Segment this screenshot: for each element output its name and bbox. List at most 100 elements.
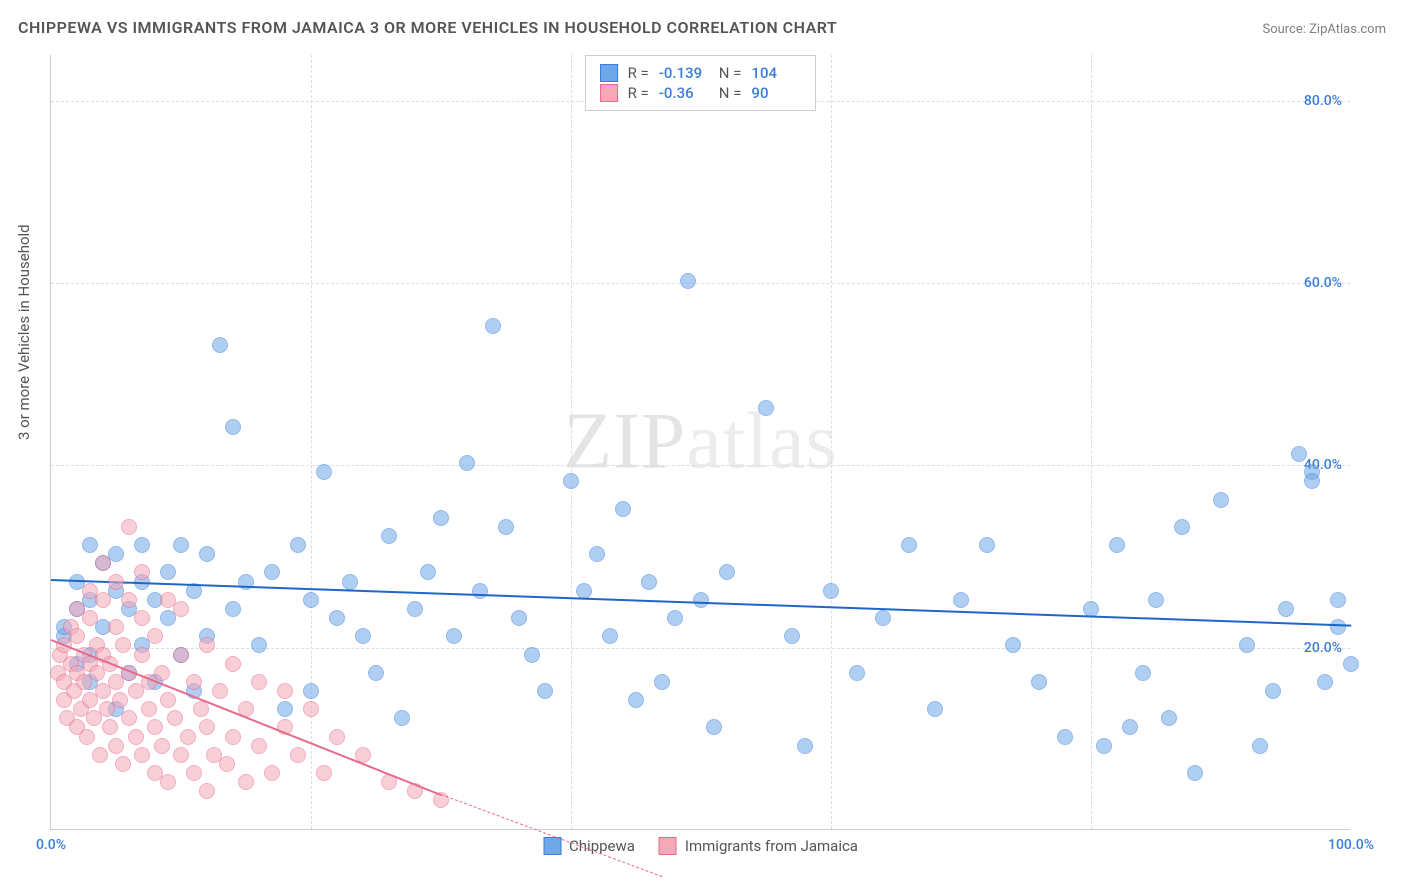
legend-series-names: Chippewa Immigrants from Jamaica bbox=[543, 837, 858, 855]
data-point-jamaica bbox=[251, 738, 267, 754]
data-point-jamaica bbox=[147, 719, 163, 735]
data-point-chippewa bbox=[901, 537, 917, 553]
data-point-chippewa bbox=[303, 592, 319, 608]
data-point-jamaica bbox=[108, 574, 124, 590]
data-point-jamaica bbox=[121, 592, 137, 608]
data-point-chippewa bbox=[615, 501, 631, 517]
data-point-jamaica bbox=[95, 592, 111, 608]
data-point-jamaica bbox=[121, 710, 137, 726]
watermark-bold: ZIP bbox=[563, 398, 686, 486]
data-point-jamaica bbox=[147, 628, 163, 644]
data-point-chippewa bbox=[1161, 710, 1177, 726]
data-point-chippewa bbox=[316, 464, 332, 480]
data-point-jamaica bbox=[115, 756, 131, 772]
data-point-chippewa bbox=[1330, 592, 1346, 608]
r-value-2: -0.36 bbox=[659, 84, 709, 102]
legend-row-series2: R = -0.36 N = 90 bbox=[600, 84, 802, 102]
data-point-jamaica bbox=[154, 665, 170, 681]
data-point-chippewa bbox=[459, 455, 475, 471]
data-point-chippewa bbox=[953, 592, 969, 608]
data-point-jamaica bbox=[186, 765, 202, 781]
data-point-chippewa bbox=[628, 692, 644, 708]
data-point-chippewa bbox=[160, 564, 176, 580]
data-point-jamaica bbox=[121, 519, 137, 535]
x-tick-label: 100.0% bbox=[1328, 837, 1374, 853]
gridline-h bbox=[51, 648, 1350, 649]
data-point-chippewa bbox=[264, 564, 280, 580]
data-point-chippewa bbox=[1239, 637, 1255, 653]
gridline-h bbox=[51, 283, 1350, 284]
legend-item-2: Immigrants from Jamaica bbox=[659, 837, 858, 855]
data-point-chippewa bbox=[433, 510, 449, 526]
data-point-chippewa bbox=[199, 546, 215, 562]
data-point-jamaica bbox=[134, 564, 150, 580]
data-point-chippewa bbox=[407, 601, 423, 617]
data-point-jamaica bbox=[173, 647, 189, 663]
data-point-jamaica bbox=[173, 747, 189, 763]
correlation-chart: CHIPPEWA VS IMMIGRANTS FROM JAMAICA 3 OR… bbox=[0, 0, 1406, 892]
data-point-chippewa bbox=[680, 273, 696, 289]
data-point-chippewa bbox=[1057, 729, 1073, 745]
data-point-jamaica bbox=[199, 783, 215, 799]
data-point-jamaica bbox=[167, 710, 183, 726]
data-point-chippewa bbox=[1304, 473, 1320, 489]
data-point-chippewa bbox=[420, 564, 436, 580]
data-point-jamaica bbox=[79, 729, 95, 745]
data-point-jamaica bbox=[303, 701, 319, 717]
data-point-chippewa bbox=[1187, 765, 1203, 781]
trend-line-jamaica bbox=[51, 639, 442, 796]
data-point-jamaica bbox=[225, 656, 241, 672]
data-point-jamaica bbox=[180, 729, 196, 745]
data-point-jamaica bbox=[264, 765, 280, 781]
data-point-chippewa bbox=[355, 628, 371, 644]
data-point-chippewa bbox=[498, 519, 514, 535]
data-point-jamaica bbox=[141, 701, 157, 717]
legend-swatch-series1 bbox=[600, 64, 618, 82]
data-point-chippewa bbox=[1252, 738, 1268, 754]
legend-swatch-2b bbox=[659, 837, 677, 855]
data-point-chippewa bbox=[823, 583, 839, 599]
data-point-jamaica bbox=[212, 683, 228, 699]
data-point-chippewa bbox=[446, 628, 462, 644]
data-point-chippewa bbox=[1330, 619, 1346, 635]
legend-row-series1: R = -0.139 N = 104 bbox=[600, 64, 802, 82]
data-point-jamaica bbox=[108, 619, 124, 635]
data-point-jamaica bbox=[108, 738, 124, 754]
data-point-chippewa bbox=[706, 719, 722, 735]
data-point-jamaica bbox=[128, 729, 144, 745]
source-label: Source: ZipAtlas.com bbox=[1262, 22, 1386, 37]
data-point-jamaica bbox=[186, 674, 202, 690]
data-point-chippewa bbox=[472, 583, 488, 599]
y-axis-label: 3 or more Vehicles in Household bbox=[15, 224, 33, 440]
data-point-chippewa bbox=[1109, 537, 1125, 553]
legend-item-1: Chippewa bbox=[543, 837, 635, 855]
data-point-chippewa bbox=[173, 537, 189, 553]
data-point-jamaica bbox=[95, 555, 111, 571]
data-point-chippewa bbox=[303, 683, 319, 699]
data-point-chippewa bbox=[134, 537, 150, 553]
data-point-chippewa bbox=[693, 592, 709, 608]
data-point-chippewa bbox=[251, 637, 267, 653]
data-point-chippewa bbox=[784, 628, 800, 644]
data-point-jamaica bbox=[160, 774, 176, 790]
data-point-chippewa bbox=[602, 628, 618, 644]
r-value-1: -0.139 bbox=[659, 64, 709, 82]
data-point-jamaica bbox=[112, 692, 128, 708]
data-point-chippewa bbox=[1343, 656, 1359, 672]
n-label-1: N = bbox=[719, 64, 742, 82]
data-point-chippewa bbox=[1135, 665, 1151, 681]
data-point-chippewa bbox=[537, 683, 553, 699]
data-point-chippewa bbox=[797, 738, 813, 754]
data-point-chippewa bbox=[589, 546, 605, 562]
data-point-jamaica bbox=[251, 674, 267, 690]
trend-line-dash bbox=[441, 794, 662, 877]
data-point-chippewa bbox=[1096, 738, 1112, 754]
data-point-chippewa bbox=[381, 528, 397, 544]
data-point-jamaica bbox=[134, 647, 150, 663]
data-point-jamaica bbox=[329, 729, 345, 745]
data-point-chippewa bbox=[927, 701, 943, 717]
data-point-jamaica bbox=[115, 637, 131, 653]
data-point-jamaica bbox=[134, 610, 150, 626]
data-point-chippewa bbox=[1317, 674, 1333, 690]
data-point-chippewa bbox=[563, 473, 579, 489]
